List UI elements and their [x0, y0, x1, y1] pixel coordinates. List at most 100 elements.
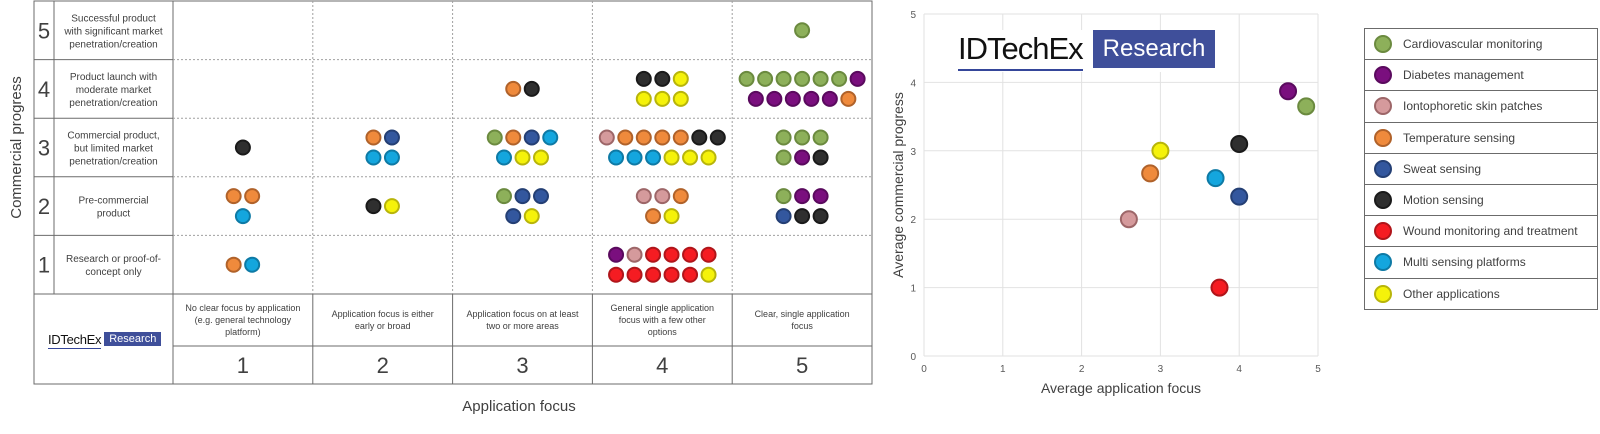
- column-level-label: 2: [377, 353, 389, 378]
- matrix-dot-temp: [225, 256, 242, 273]
- column-description-label: Application focus is either: [332, 309, 434, 319]
- matrix-dot-multi: [608, 149, 625, 166]
- matrix-dot-multi: [496, 149, 512, 166]
- row-description-label: product: [97, 209, 131, 220]
- legend-swatch-temp: [1374, 128, 1392, 147]
- matrix-dot-multi: [645, 149, 662, 166]
- column-level-label: 1: [237, 353, 249, 378]
- row-description-label: penetration/creation: [69, 39, 157, 50]
- y-tick-label: 3: [910, 147, 916, 158]
- matrix-dot-cardio: [775, 129, 792, 146]
- matrix-dot-temp: [225, 188, 242, 205]
- matrix-dot-temp: [617, 129, 634, 146]
- row-level-label: 1: [38, 253, 50, 278]
- legend-label: Motion sensing: [1403, 193, 1484, 208]
- matrix-dot-cardio: [831, 70, 848, 87]
- matrix-dot-other: [672, 90, 689, 107]
- matrix-dot-cardio: [757, 70, 774, 87]
- legend-swatch-sweat: [1374, 159, 1392, 178]
- logo-badge: Research: [104, 332, 162, 346]
- column-description-label: early or broad: [355, 321, 411, 331]
- idtechex-logo-large: IDTechEx Research: [958, 30, 1216, 72]
- matrix-dot-multi: [234, 208, 251, 225]
- matrix-dot-cardio: [738, 70, 755, 87]
- x-axis-title: Application focus: [462, 398, 575, 415]
- x-tick-label: 5: [1315, 364, 1321, 375]
- maturity-matrix-chart: 5 Successful product with significant mark…: [8, 0, 873, 415]
- scatter-point-motion: [1230, 134, 1249, 153]
- logo-wordmark: IDTechEx: [958, 30, 1084, 71]
- matrix-dot-ionto: [626, 246, 643, 263]
- row-description-label: but limited market: [74, 144, 153, 155]
- legend-swatch-ionto: [1374, 97, 1392, 116]
- column-description-label: Application focus on at least: [466, 309, 579, 319]
- matrix-dot-other: [523, 208, 540, 225]
- scatter-point-wound: [1210, 278, 1229, 297]
- matrix-dot-motion: [812, 208, 829, 225]
- scatter-point-ionto: [1119, 210, 1138, 229]
- row-description-label: Research or proof-of-: [66, 254, 161, 265]
- logo-underline: [48, 348, 102, 349]
- legend-swatch-diabetes: [1374, 66, 1392, 85]
- y-tick-label: 0: [910, 352, 916, 363]
- column-description-label: focus: [791, 321, 813, 331]
- column-description-label: General single application: [611, 303, 715, 313]
- matrix-dot-wound: [626, 266, 643, 283]
- matrix-dot-wound: [663, 266, 680, 283]
- legend-label: Iontophoretic skin patches: [1403, 99, 1543, 114]
- x-tick-label: 1: [1000, 364, 1006, 375]
- matrix-dot-temp: [672, 129, 689, 146]
- matrix-dot-sweat: [533, 188, 549, 205]
- matrix-dot-motion: [794, 208, 811, 225]
- column-description-label: two or more areas: [486, 321, 559, 331]
- y-tick-label: 4: [910, 78, 916, 89]
- matrix-dot-cardio: [775, 70, 792, 87]
- row-level-label: 5: [38, 18, 50, 43]
- matrix-dot-other: [533, 149, 549, 166]
- y-axis-title: Commercial progress: [8, 76, 25, 219]
- column-description-label: platform): [225, 327, 261, 337]
- y-axis-title: Average commercial progress: [890, 92, 906, 278]
- row-description-label: Product launch with: [70, 72, 157, 83]
- column-level-label: 3: [516, 353, 528, 378]
- average-scatter-chart: 0 1 2 3 4 5 0 1 2 3 4 5 Average application focus Ave…: [890, 10, 1321, 396]
- matrix-dot-other: [700, 149, 717, 166]
- column-description-label: focus with a few other: [619, 315, 706, 325]
- logo-underline: [958, 69, 1083, 71]
- row-description-label: penetration/creation: [69, 157, 157, 168]
- legend-item-temp: Temperature sensing: [1364, 122, 1598, 154]
- matrix-dot-diabetes: [803, 90, 820, 107]
- matrix-dot-cardio: [775, 188, 792, 205]
- matrix-dot-motion: [709, 129, 726, 146]
- matrix-dot-cardio: [812, 129, 829, 146]
- column-description-label: (e.g. general technology: [195, 315, 292, 325]
- matrix-dot-other: [654, 90, 671, 107]
- x-tick-label: 4: [1236, 364, 1242, 375]
- matrix-dot-temp: [365, 129, 382, 146]
- row-description-label: Successful product: [71, 13, 156, 24]
- legend-swatch-motion: [1374, 191, 1392, 210]
- matrix-dot-multi: [542, 129, 559, 146]
- matrix-dot-cardio: [812, 70, 829, 87]
- matrix-dot-multi: [244, 256, 261, 273]
- legend-swatch-wound: [1374, 222, 1392, 241]
- scatter-point-other: [1151, 141, 1170, 160]
- matrix-dot-sweat: [505, 208, 522, 225]
- matrix-dot-motion: [812, 149, 829, 166]
- scatter-point-cardio: [1297, 97, 1316, 116]
- matrix-dot-other: [663, 149, 680, 166]
- matrix-dot-wound: [608, 266, 625, 283]
- row-description-label: with significant market: [63, 26, 163, 37]
- legend-item-multi: Multi sensing platforms: [1364, 247, 1598, 279]
- matrix-dot-diabetes: [849, 70, 866, 87]
- matrix-dot-temp: [645, 208, 662, 225]
- legend-label: Temperature sensing: [1403, 130, 1516, 145]
- x-tick-label: 3: [1158, 364, 1164, 375]
- matrix-dot-other: [700, 266, 717, 283]
- matrix-dot-other: [663, 208, 680, 225]
- legend-label: Multi sensing platforms: [1403, 255, 1526, 270]
- legend-item-diabetes: Diabetes management: [1364, 60, 1598, 92]
- column-description-label: Clear, single application: [755, 309, 850, 319]
- matrix-dot-ionto: [654, 188, 671, 205]
- legend-item-cardio: Cardiovascular monitoring: [1364, 29, 1598, 61]
